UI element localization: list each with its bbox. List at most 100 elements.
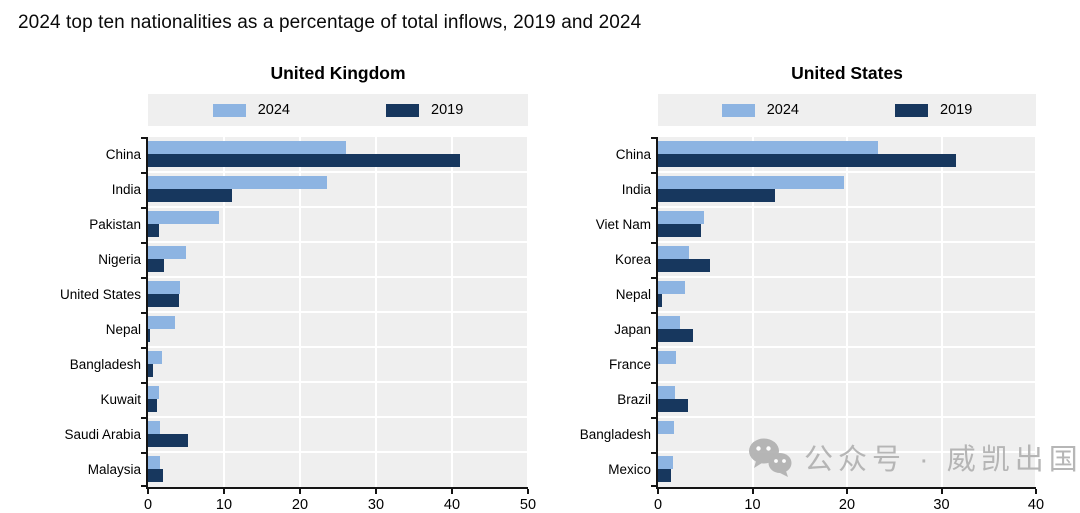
- category-label: India: [111, 182, 141, 197]
- legend-swatch-2024: [721, 103, 755, 117]
- bar-2019-malaysia: [148, 469, 164, 482]
- gridline-horizontal: [148, 241, 528, 243]
- x-axis-tick-label: 40: [1027, 497, 1045, 513]
- bar-2024-china: [658, 141, 879, 154]
- y-axis-tick: [651, 207, 657, 209]
- bar-2024-bangladesh: [148, 351, 162, 364]
- bar-2024-china: [148, 141, 346, 154]
- bar-2019-nigeria: [148, 259, 164, 272]
- category-label: Kuwait: [100, 392, 141, 407]
- y-axis-tick: [651, 485, 657, 487]
- bar-2019-bangladesh: [148, 364, 153, 377]
- gridline-horizontal: [148, 276, 528, 278]
- bar-2024-nepal: [658, 281, 686, 294]
- y-axis-tick: [651, 242, 657, 244]
- x-axis-tick-label: 10: [744, 497, 761, 513]
- bar-2024-united-states: [148, 281, 180, 294]
- bar-2024-india: [658, 176, 845, 189]
- y-axis-tick: [651, 417, 657, 419]
- x-axis-tick-label: 10: [215, 497, 233, 513]
- x-axis-line: [656, 487, 1036, 489]
- gridline-vertical: [451, 137, 453, 487]
- legend-item-2019: 2019: [895, 102, 972, 118]
- us-chart-title: United States: [791, 63, 903, 83]
- bar-2024-france: [658, 351, 676, 364]
- legend-label: 2024: [766, 102, 799, 118]
- bar-2019-india: [658, 189, 776, 202]
- gridline-vertical: [751, 137, 754, 487]
- bar-2019-pakistan: [148, 224, 160, 237]
- x-axis-tick-label: 20: [838, 497, 856, 513]
- x-axis-tick: [940, 489, 943, 494]
- category-label: Korea: [614, 252, 651, 267]
- category-label: China: [615, 147, 651, 162]
- bar-2019-kuwait: [148, 399, 158, 412]
- legend-item-2024: 2024: [721, 102, 799, 118]
- bar-2024-brazil: [658, 386, 675, 399]
- category-label: Nepal: [105, 322, 141, 337]
- x-axis-tick: [147, 489, 149, 494]
- category-label: Nigeria: [98, 252, 141, 267]
- gridline-horizontal: [148, 416, 528, 418]
- uk-plot-area: 0 10 20 30 40 50: [141, 137, 536, 513]
- bar-2024-japan: [658, 316, 680, 329]
- gridline-vertical: [846, 137, 848, 487]
- bar-2024-nepal: [148, 316, 175, 329]
- y-axis-tick: [651, 137, 657, 139]
- y-axis-tick: [651, 312, 657, 314]
- category-label: Nepal: [615, 287, 651, 302]
- gridline-vertical: [940, 137, 943, 487]
- bar-2024-saudi-arabia: [148, 421, 161, 434]
- y-axis-tick: [141, 382, 147, 384]
- bar-2024-mexico: [658, 456, 674, 469]
- bar-2024-viet-nam: [658, 211, 705, 224]
- gridline-vertical: [375, 137, 377, 487]
- category-label: Malaysia: [87, 462, 141, 477]
- legend-item-2019: 2019: [386, 102, 463, 118]
- bar-2019-nepal: [148, 329, 150, 342]
- legend-swatch-2019: [895, 103, 928, 117]
- legend-item-2024: 2024: [212, 102, 290, 118]
- bar-2024-kuwait: [148, 386, 160, 399]
- bar-2019-china: [148, 154, 460, 167]
- bar-2019-saudi-arabia: [148, 434, 188, 447]
- x-axis-tick: [657, 489, 659, 494]
- y-axis-tick: [651, 277, 657, 279]
- gridline-horizontal: [148, 381, 528, 383]
- gridline-vertical: [1035, 137, 1037, 487]
- category-label: Viet Nam: [595, 217, 651, 232]
- uk-chart-panel: United Kingdom 2024 2019 China India Pakist…: [60, 58, 536, 513]
- y-axis-tick: [141, 485, 147, 487]
- x-axis-tick-label: 0: [653, 497, 663, 513]
- gridline-vertical: [299, 137, 301, 487]
- us-plot-area: 0 10 20 30 40: [651, 137, 1044, 513]
- category-label: India: [621, 182, 651, 197]
- y-axis-tick: [141, 277, 147, 279]
- bar-2019-korea: [658, 259, 710, 272]
- bar-2024-india: [148, 176, 327, 189]
- y-axis-tick: [141, 242, 147, 244]
- legend-swatch-2019: [386, 103, 419, 117]
- gridline-horizontal: [148, 171, 528, 173]
- x-axis-tick: [299, 489, 301, 494]
- y-axis-tick: [141, 347, 147, 349]
- x-axis-tick: [1035, 489, 1037, 494]
- category-label: Mexico: [608, 462, 651, 477]
- y-axis-tick: [141, 207, 147, 209]
- us-chart-panel: United States 2024 2019 China India Viet Na…: [570, 58, 1044, 513]
- bar-2019-india: [148, 189, 232, 202]
- x-axis-tick: [375, 489, 377, 494]
- gridline-vertical: [223, 137, 225, 487]
- uk-chart-title: United Kingdom: [270, 63, 406, 83]
- category-label: Brazil: [617, 392, 651, 407]
- x-axis-tick-label: 40: [443, 497, 461, 513]
- uk-plot-wrap: China India Pakistan Nigeria United States Ne…: [60, 137, 536, 513]
- bar-2024-pakistan: [148, 211, 220, 224]
- legend-label: 2019: [940, 102, 973, 118]
- category-label: Japan: [614, 322, 651, 337]
- category-label: United States: [60, 287, 142, 302]
- y-axis-tick: [141, 452, 147, 454]
- x-axis-tick: [751, 489, 754, 494]
- uk-legend: 2024 2019: [148, 94, 528, 126]
